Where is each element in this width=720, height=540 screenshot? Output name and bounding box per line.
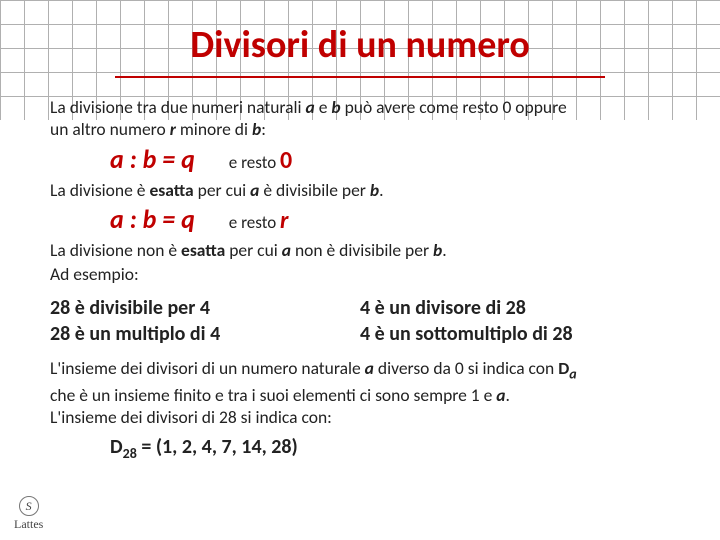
resto-r: r [280,206,288,235]
nonexact-mid: per cui [225,239,281,261]
logo-text: Lattes [14,517,43,531]
col1-line1: 28 è divisibile per 4 [50,296,210,320]
intro-text-1-end: può avere come resto 0 oppure [341,96,567,118]
closing-l1-mid: diverso da 0 si indica con [374,357,558,379]
exact-mid: per cui [194,179,250,201]
nonexact-end: . [442,239,446,261]
exact-word: esatta [149,179,193,201]
resto-label-1: e resto [229,152,280,173]
col1-line2: 28 è un multiplo di 4 [50,322,220,346]
exact-mid2: è divisibile per [259,179,369,201]
publisher-logo: S Lattes [14,496,43,530]
closing-l2: che è un insieme finito e tra i suoi ele… [50,384,496,406]
content-area: La divisione tra due numeri naturali a e… [0,96,720,462]
intro-text-1: La divisione tra due numeri naturali [50,96,306,118]
closing-paragraph: L'insieme dei divisori di un numero natu… [50,357,670,428]
closing-sub-a: a [569,366,576,383]
intro-var-a: a [306,96,315,118]
col2-line2: 4 è un sottomultiplo di 28 [360,322,573,346]
equation-2: a : b = q [110,203,195,236]
col2-line1: 4 è un divisore di 28 [360,296,526,320]
closing-l1-pre: L'insieme dei divisori di un numero natu… [50,357,365,379]
intro-var-b: b [331,96,340,118]
closing-D: D [558,357,569,379]
intro-text-2-pre: un altro numero [50,118,170,140]
dset-sub: 28 [123,445,137,462]
exact-pre: La divisione è [50,179,149,201]
equation-line-2: a : b = q e resto r [50,203,670,237]
nonexact-mid2: non è divisibile per [291,239,433,261]
intro-text-2-end: : [261,118,266,140]
example-col-1: 28 è divisibile per 4 28 è un multiplo d… [50,295,360,347]
nonexact-a: a [282,239,291,261]
closing-a: a [365,357,374,379]
example-label: Ad esempio: [50,263,670,285]
closing-l2-end: . [506,384,510,406]
equation-1: a : b = q [110,143,195,176]
resto-zero: 0 [280,146,292,175]
dset-eq: = (1, 2, 4, 7, 14, 28) [137,435,298,459]
resto-label-2: e resto [229,212,280,233]
logo-letter: S [26,500,32,512]
equation-line-1: a : b = q e resto 0 [50,143,670,177]
intro-and: e [315,96,332,118]
intro-text-2-mid: minore di [176,118,252,140]
closing-l3: L'insieme dei divisori di 28 si indica c… [50,406,332,428]
dset-D: D [110,435,123,459]
intro-paragraph: La divisione tra due numeri naturali a e… [50,96,670,141]
divisor-set: D28 = (1, 2, 4, 7, 14, 28) [110,435,670,463]
nonexact-pre: La divisione non è [50,239,181,261]
example-col-2: 4 è un divisore di 28 4 è un sottomultip… [360,295,670,347]
exact-b: b [370,179,379,201]
page-title: Divisori di un numero [115,0,605,78]
logo-icon: S [19,496,39,516]
exact-division-line: La divisione è esatta per cui a è divisi… [50,179,670,201]
nonexact-b: b [433,239,442,261]
intro-var-b2: b [252,118,261,140]
nonexact-division-line: La divisione non è esatta per cui a non … [50,239,670,261]
exact-end: . [379,179,383,201]
example-columns: 28 è divisibile per 4 28 è un multiplo d… [50,295,670,347]
nonexact-word: esatta [181,239,225,261]
closing-a2: a [496,384,505,406]
